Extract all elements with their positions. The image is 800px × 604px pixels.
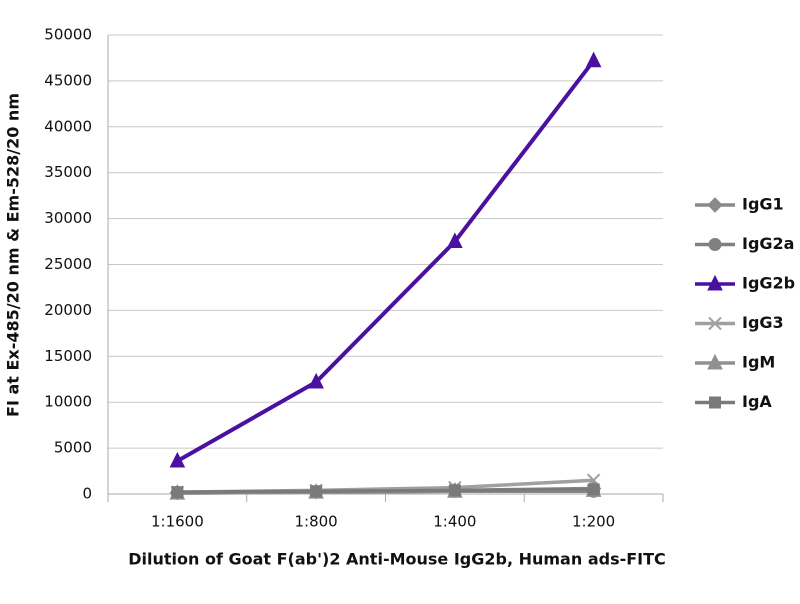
legend-label: IgG3 bbox=[742, 313, 784, 332]
y-tick-label: 15000 bbox=[44, 347, 92, 365]
y-tick-label: 50000 bbox=[44, 26, 92, 44]
series-line bbox=[177, 487, 594, 494]
y-tick-label: 5000 bbox=[54, 439, 92, 457]
y-tick-label: 25000 bbox=[44, 255, 92, 273]
legend-marker bbox=[707, 353, 723, 370]
y-tick-label: 0 bbox=[82, 485, 92, 503]
legend-label: IgG1 bbox=[742, 195, 784, 214]
legend-label: IgM bbox=[742, 353, 775, 372]
data-point bbox=[310, 485, 323, 498]
data-point bbox=[448, 484, 461, 497]
x-tick-label: 1:800 bbox=[295, 513, 338, 531]
legend-marker bbox=[708, 316, 722, 331]
y-tick-label: 10000 bbox=[44, 393, 92, 411]
y-axis-label: FI at Ex-485/20 nm & Em-528/20 nm bbox=[4, 93, 23, 417]
y-tick-label: 45000 bbox=[44, 71, 92, 89]
x-tick-label: 1:200 bbox=[572, 513, 615, 531]
data-point bbox=[169, 451, 186, 468]
y-tick-label: 30000 bbox=[44, 209, 92, 227]
legend-marker bbox=[707, 274, 723, 291]
x-tick-label: 1:1600 bbox=[151, 513, 204, 531]
legend-marker bbox=[709, 396, 721, 409]
data-point bbox=[587, 483, 600, 496]
legend-marker bbox=[708, 238, 722, 251]
data-point bbox=[171, 486, 184, 499]
legend-label: IgG2b bbox=[742, 274, 795, 293]
series-line bbox=[176, 59, 596, 463]
x-axis-label: Dilution of Goat F(ab')2 Anti-Mouse IgG2… bbox=[128, 550, 666, 569]
y-tick-label: 20000 bbox=[44, 301, 92, 319]
data-point bbox=[585, 51, 602, 68]
x-tick-label: 1:400 bbox=[433, 513, 476, 531]
legend-label: IgA bbox=[742, 392, 772, 411]
y-tick-label: 35000 bbox=[44, 163, 92, 181]
data-point bbox=[447, 232, 463, 249]
legend-label: IgG2a bbox=[742, 234, 794, 253]
y-tick-label: 40000 bbox=[44, 117, 92, 135]
legend-marker bbox=[707, 197, 723, 213]
data-point bbox=[308, 372, 324, 389]
